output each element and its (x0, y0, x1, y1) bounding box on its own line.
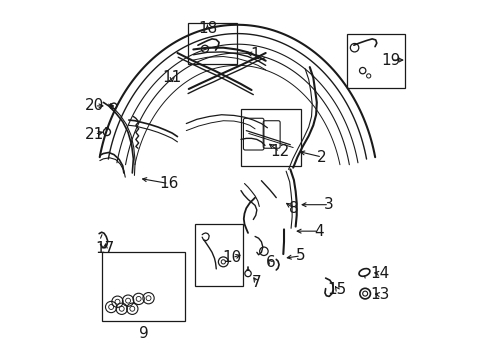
Text: 12: 12 (269, 144, 289, 159)
Bar (188, 23, 237, 64)
Text: 1: 1 (250, 47, 259, 62)
Text: 17: 17 (95, 241, 115, 256)
Text: 9: 9 (139, 326, 148, 341)
Text: 21: 21 (85, 127, 104, 141)
Text: 16: 16 (159, 176, 178, 191)
Text: 2: 2 (317, 149, 326, 165)
Text: 7: 7 (251, 275, 261, 290)
Text: 19: 19 (381, 53, 400, 68)
Bar (346, 33, 404, 88)
Text: 11: 11 (162, 70, 182, 85)
Bar (195, 224, 242, 286)
Text: 10: 10 (222, 250, 241, 265)
Text: 18: 18 (198, 21, 217, 36)
Text: 13: 13 (370, 287, 389, 302)
Text: 3: 3 (324, 197, 333, 212)
Bar (241, 109, 300, 166)
Bar (102, 252, 184, 321)
Text: 14: 14 (370, 266, 389, 281)
Text: 4: 4 (313, 224, 323, 239)
Text: 8: 8 (288, 201, 298, 216)
Text: 20: 20 (85, 98, 104, 113)
Text: 15: 15 (327, 282, 346, 297)
Text: 6: 6 (265, 255, 275, 270)
Text: 5: 5 (296, 248, 305, 264)
